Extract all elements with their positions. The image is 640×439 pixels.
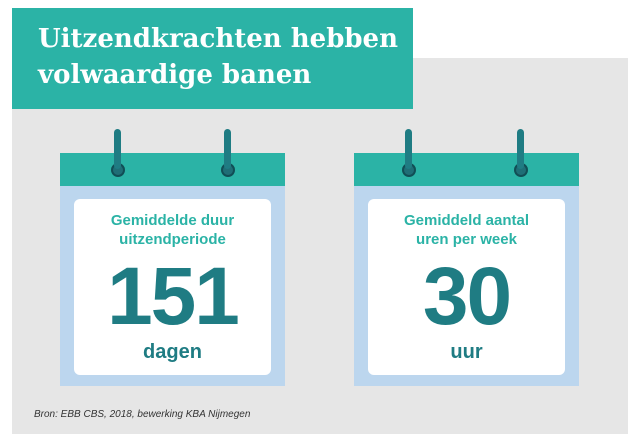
- stat-value: 151: [107, 251, 240, 342]
- calendar-page: [368, 199, 565, 375]
- stat-label-line-1: Gemiddeld aantal: [403, 212, 530, 229]
- calendar-page: [74, 199, 271, 375]
- calendar-ring-icon: [517, 129, 524, 169]
- stat-label: Gemiddelde duur uitzendperiode: [60, 211, 285, 249]
- calendar-header: [60, 153, 285, 186]
- stat-label-line-2: uitzendperiode: [119, 231, 226, 248]
- stat-label-line-1: Gemiddelde duur: [110, 212, 235, 229]
- page-title-line-2: volwaardige banen: [38, 60, 312, 90]
- calendar-ring-icon: [114, 129, 121, 169]
- stat-unit: uur: [450, 341, 483, 363]
- stat-label-line-2: uren per week: [416, 231, 517, 248]
- page-title-line-1: Uitzendkrachten hebben: [38, 24, 399, 54]
- stat-label: Gemiddeld aantal uren per week: [354, 211, 579, 249]
- calendar-card-duration: Gemiddelde duur uitzendperiode 151 dagen: [60, 129, 285, 386]
- calendar-ring-icon: [405, 129, 412, 169]
- stat-value: 30: [422, 251, 512, 342]
- calendar-ring-icon: [224, 129, 231, 169]
- stat-unit: dagen: [143, 341, 202, 363]
- source-caption: Bron: EBB CBS, 2018, bewerking KBA Nijme…: [34, 409, 251, 420]
- title-banner: Uitzendkrachten hebben volwaardige banen: [12, 8, 413, 109]
- calendar-header: [354, 153, 579, 186]
- calendar-card-hours: Gemiddeld aantal uren per week 30 uur: [354, 129, 579, 386]
